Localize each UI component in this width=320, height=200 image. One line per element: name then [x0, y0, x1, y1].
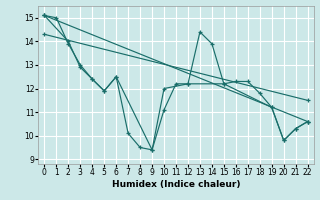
- X-axis label: Humidex (Indice chaleur): Humidex (Indice chaleur): [112, 180, 240, 189]
